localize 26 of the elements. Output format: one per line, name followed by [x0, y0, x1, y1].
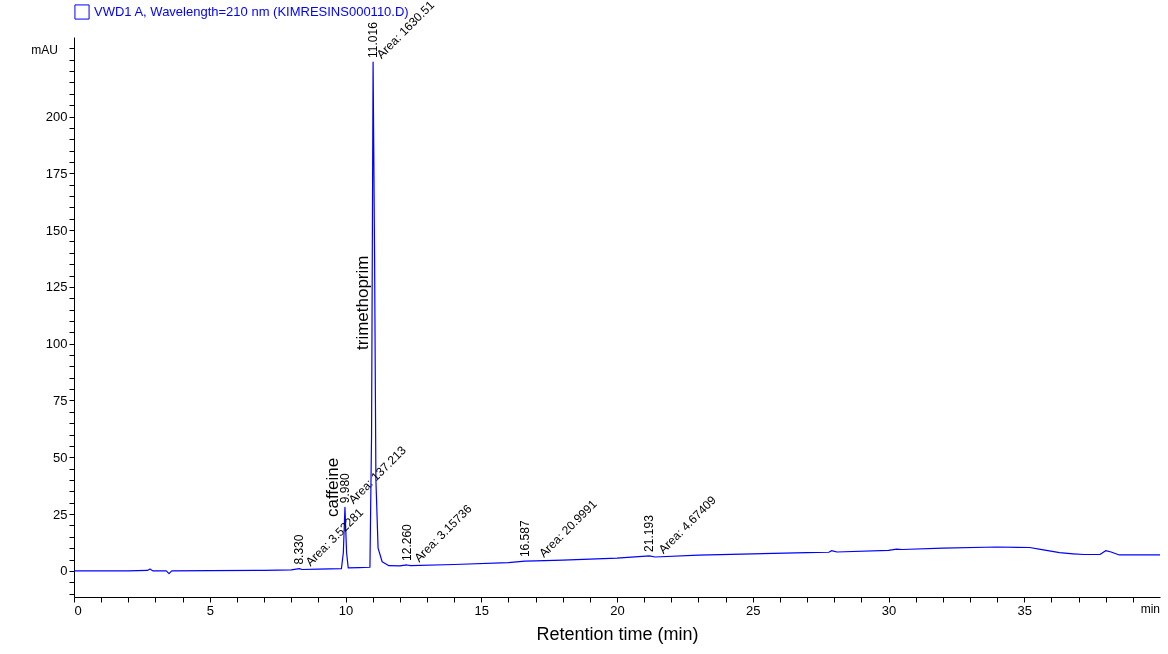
x-tick-label: 0	[74, 602, 82, 618]
annotation: 16.587	[517, 520, 532, 558]
line-series	[74, 61, 1160, 575]
y-tick-label: 125	[45, 279, 68, 295]
annotation: 21.193	[642, 514, 657, 552]
y-tick-label: 25	[53, 506, 68, 522]
y-tick-label: 100	[45, 336, 68, 352]
annotation: 8.330	[292, 534, 307, 565]
x-tick-label: 5	[206, 602, 214, 618]
y-tick-label: 150	[45, 222, 68, 238]
y-tick-label: 50	[53, 449, 68, 465]
x-tick-label: 10	[338, 602, 354, 618]
x-tick-label: 20	[610, 602, 625, 618]
annotation: 12.260	[399, 523, 414, 561]
y-tick-label: 200	[45, 109, 68, 125]
x-tick-label: 30	[881, 602, 897, 618]
y-axis-title: mAU	[31, 42, 58, 57]
x-tick-label: 35	[1017, 602, 1032, 618]
y-tick-label: 75	[53, 392, 68, 408]
annotation: trimethoprim	[353, 255, 372, 350]
x-tick-label: 25	[746, 602, 761, 618]
text: min	[1140, 602, 1160, 616]
y-tick-label: 175	[45, 165, 68, 181]
y-tick-label: 0	[60, 563, 68, 579]
x-axis-title: Retention time (min)	[536, 623, 699, 644]
x-tick-label: 15	[474, 602, 489, 618]
